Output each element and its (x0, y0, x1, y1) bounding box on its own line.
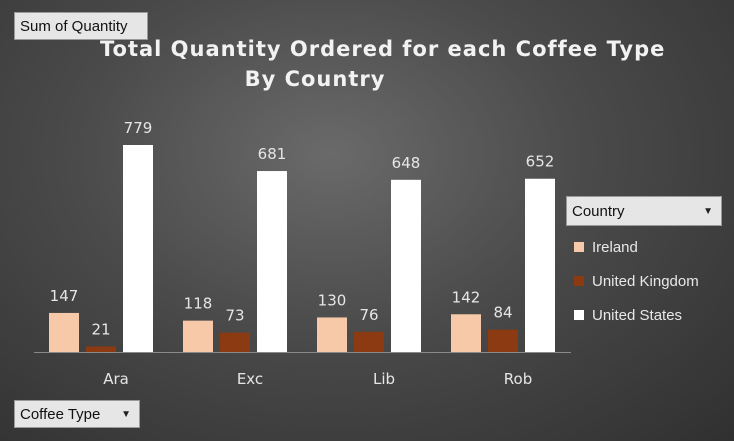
data-label: 76 (359, 306, 378, 324)
data-label: 652 (526, 153, 555, 171)
legend-field-button[interactable]: Country ▼ (566, 196, 722, 226)
x-tick-label: Lib (373, 370, 395, 388)
data-label: 147 (50, 287, 79, 305)
bar-ireland-exc[interactable] (183, 320, 213, 352)
value-field-button[interactable]: Sum of Quantity (14, 12, 148, 40)
legend-label: Ireland (592, 238, 638, 256)
bar-united-states-rob[interactable] (525, 178, 555, 352)
bar-united-states-exc[interactable] (257, 171, 287, 352)
bar-united-kingdom-ara[interactable] (86, 346, 116, 352)
bar-united-states-ara[interactable] (123, 145, 153, 352)
axis-field-label: Coffee Type (20, 405, 101, 423)
data-label: 142 (452, 288, 481, 306)
data-label: 130 (318, 291, 347, 309)
legend-item[interactable]: United Kingdom (574, 264, 699, 298)
bar-united-kingdom-exc[interactable] (220, 332, 250, 352)
bar-ireland-lib[interactable] (317, 317, 347, 352)
legend-field-label: Country (572, 202, 625, 220)
bar-ireland-ara[interactable] (49, 312, 79, 352)
data-label: 73 (225, 307, 244, 325)
legend-swatch (574, 242, 584, 252)
x-tick-label: Ara (103, 370, 129, 388)
legend-item[interactable]: Ireland (574, 230, 699, 264)
data-label: 648 (392, 154, 421, 172)
value-field-label: Sum of Quantity (20, 17, 128, 35)
data-label: 779 (124, 119, 153, 137)
axis-field-button[interactable]: Coffee Type ▼ (14, 400, 140, 428)
x-tick-label: Exc (237, 370, 263, 388)
legend-label: United States (592, 306, 683, 324)
legend-label: United Kingdom (592, 272, 699, 290)
bar-ireland-rob[interactable] (451, 314, 481, 352)
dropdown-arrow-icon: ▼ (703, 205, 713, 217)
data-label: 681 (258, 145, 287, 163)
legend-swatch (574, 310, 584, 320)
bar-united-kingdom-rob[interactable] (488, 329, 518, 352)
data-label: 84 (493, 304, 512, 322)
x-tick-label: Rob (504, 370, 532, 388)
bar-united-states-lib[interactable] (391, 179, 421, 352)
dropdown-arrow-icon: ▼ (121, 408, 131, 420)
chart-title-line2: By Country (244, 67, 386, 91)
data-label: 118 (184, 295, 213, 313)
bar-united-kingdom-lib[interactable] (354, 331, 384, 352)
data-label: 21 (91, 320, 110, 338)
legend-swatch (574, 276, 584, 286)
legend-item[interactable]: United States (574, 298, 699, 332)
legend: Ireland United Kingdom United States (574, 230, 699, 332)
